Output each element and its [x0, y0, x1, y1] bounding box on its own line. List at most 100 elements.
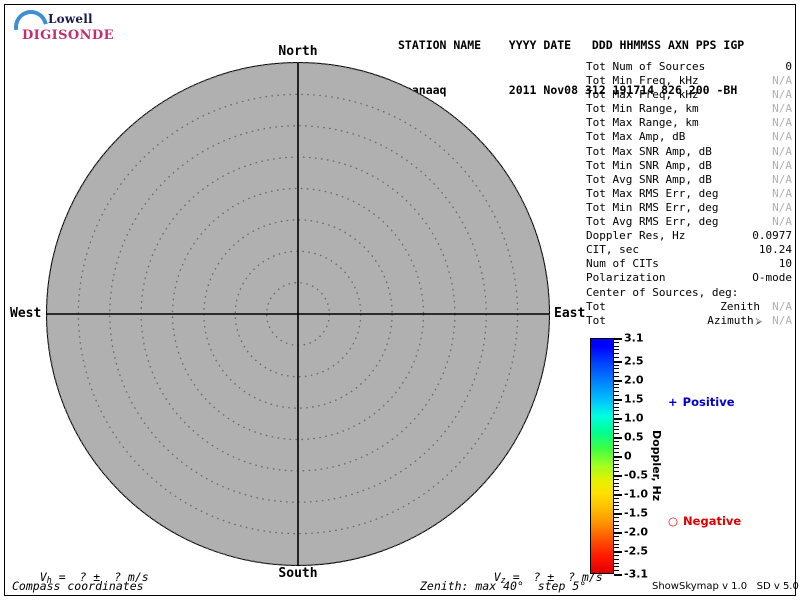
colorbar-minor-tick	[614, 558, 619, 560]
colorbar-minor-tick	[614, 505, 619, 507]
colorbar-minor-tick	[614, 406, 619, 408]
colorbar-minor-tick	[614, 486, 619, 488]
colorbar-tick-label: 2.0	[624, 373, 644, 387]
colorbar-major-tick	[614, 379, 622, 382]
colorbar-tick-label: 1.5	[624, 392, 644, 406]
colorbar-minor-tick	[614, 414, 619, 416]
compass-label-west: West	[10, 306, 42, 321]
stat-row: Tot Avg SNR Amp, dB N/A	[586, 173, 792, 187]
vh-symbol: V	[39, 570, 47, 584]
lowell-digisonde-logo: Lowell DIGISONDE	[7, 3, 124, 51]
stat-value: N/A	[772, 158, 792, 172]
stat-value: N/A	[772, 172, 792, 186]
colorbar-minor-tick	[614, 448, 619, 450]
station-header-table: STATION NAME YYYY DATE DDD HHMMSS AXN PP…	[398, 8, 744, 128]
colorbar-minor-tick	[614, 425, 619, 427]
stat-label: Tot Max Amp, dB	[586, 130, 686, 144]
stat-label: Num of CITs	[586, 257, 659, 271]
compass-label-east: East	[554, 306, 586, 321]
stat-row: Tot Avg RMS Err, deg N/A	[586, 215, 792, 229]
skymap-polar-plot	[46, 62, 550, 566]
colorbar-tick-label: 1.0	[624, 411, 644, 425]
colorbar-minor-tick	[614, 570, 619, 572]
stat-value: 0.0977	[752, 229, 792, 243]
colorbar-major-tick	[614, 513, 622, 516]
stat-value: 10.24	[758, 243, 792, 257]
legend-positive-label: Positive	[682, 395, 735, 409]
polar-grid	[46, 62, 550, 566]
colorbar-minor-tick	[614, 547, 619, 549]
stat-row: Tot Min Range, km N/A	[586, 102, 792, 116]
colorbar-minor-tick	[614, 516, 619, 518]
colorbar-tick-label: -1.5	[624, 506, 649, 520]
software-version: ShowSkymap v 1.0 SD v 5.0	[652, 581, 799, 592]
stat-label: Polarization	[586, 271, 666, 285]
colorbar-minor-tick	[614, 345, 619, 347]
vz-subscript: z	[500, 576, 506, 586]
colorbar-tick-label: -1.0	[624, 487, 649, 501]
colorbar-minor-tick	[614, 372, 619, 374]
stat-value: N/A	[772, 88, 792, 102]
colorbar-minor-tick	[614, 478, 619, 480]
colorbar-tick-label: 3.1	[624, 331, 644, 345]
stat-row: Tot Min SNR Amp, dB N/A	[586, 159, 792, 173]
stat-row: Tot Min RMS Err, deg N/A	[586, 201, 792, 215]
coordinates-note: Compass coordinates	[12, 579, 144, 593]
legend-negative-label: Negative	[683, 514, 742, 528]
colorbar-minor-tick	[614, 410, 619, 412]
stat-value: N/A	[772, 144, 792, 158]
logo-digisonde-text: DIGISONDE	[22, 28, 114, 43]
compass-label-south: South	[278, 566, 318, 581]
vertical-velocity-readout: Vz = ? ± ? m/s	[466, 556, 603, 600]
center-of-sources-row: Tot Azimuth ⮚ N/A	[586, 314, 792, 329]
colorbar-minor-tick	[614, 543, 619, 545]
horizontal-velocity-readout: Vh = ? ± ? m/s	[12, 556, 149, 600]
colorbar-major-tick	[614, 456, 622, 458]
logo-lowell-text: Lowell	[48, 12, 93, 26]
colorbar-tick-label: 0	[624, 449, 632, 463]
colorbar-minor-tick	[614, 562, 619, 564]
colorbar-major-tick	[614, 551, 622, 554]
stat-row: Polarization O-mode	[586, 271, 792, 285]
azimuth-arrow-icon: ⮚	[755, 316, 762, 327]
colorbar-minor-tick	[614, 482, 619, 484]
colorbar-major-tick	[614, 494, 622, 497]
compass-label-north: North	[278, 44, 318, 59]
colorbar-minor-tick	[614, 467, 619, 469]
colorbar-minor-tick	[614, 387, 619, 389]
stat-value: N/A	[772, 116, 792, 130]
colorbar-minor-tick	[614, 444, 619, 446]
colorbar-minor-tick	[614, 501, 619, 503]
colorbar-minor-tick	[614, 383, 619, 385]
center-row-label: Azimuth	[707, 313, 754, 327]
vh-value: = ? ± ? m/s	[51, 570, 149, 584]
vh-subscript: h	[46, 576, 52, 586]
colorbar-minor-tick	[614, 421, 619, 423]
center-of-sources-heading: Center of Sources, deg:	[586, 285, 739, 299]
stat-row: Num of CITs 10	[586, 257, 792, 271]
colorbar-tick-label: -2.0	[624, 525, 649, 539]
stat-row: Tot Num of Sources 0	[586, 60, 792, 74]
colorbar-major-tick	[614, 360, 622, 363]
colorbar-minor-tick	[614, 520, 619, 522]
stat-label: Tot Max SNR Amp, dB	[586, 144, 712, 158]
colorbar-tick-label: -2.5	[624, 544, 649, 558]
stat-label: Tot Max Range, km	[586, 116, 699, 130]
center-row-prefix: Tot	[586, 313, 606, 327]
center-row-value: N/A	[772, 313, 792, 327]
colorbar-minor-tick	[614, 433, 619, 435]
doppler-colorbar	[590, 338, 614, 574]
colorbar-minor-tick	[614, 471, 619, 473]
stat-label: Tot Max Freq, kHz	[586, 88, 699, 102]
stat-label: Tot Min Freq, kHz	[586, 74, 699, 88]
colorbar-major-tick	[614, 417, 622, 420]
stat-value: O-mode	[752, 271, 792, 285]
colorbar-minor-tick	[614, 566, 619, 568]
colorbar-tick-label: -0.5	[624, 468, 649, 482]
stat-row: Doppler Res, Hz 0.0977	[586, 229, 792, 243]
stat-value: N/A	[772, 186, 792, 200]
colorbar-minor-tick	[614, 509, 619, 511]
colorbar-minor-tick	[614, 440, 619, 442]
colorbar-minor-tick	[614, 429, 619, 431]
